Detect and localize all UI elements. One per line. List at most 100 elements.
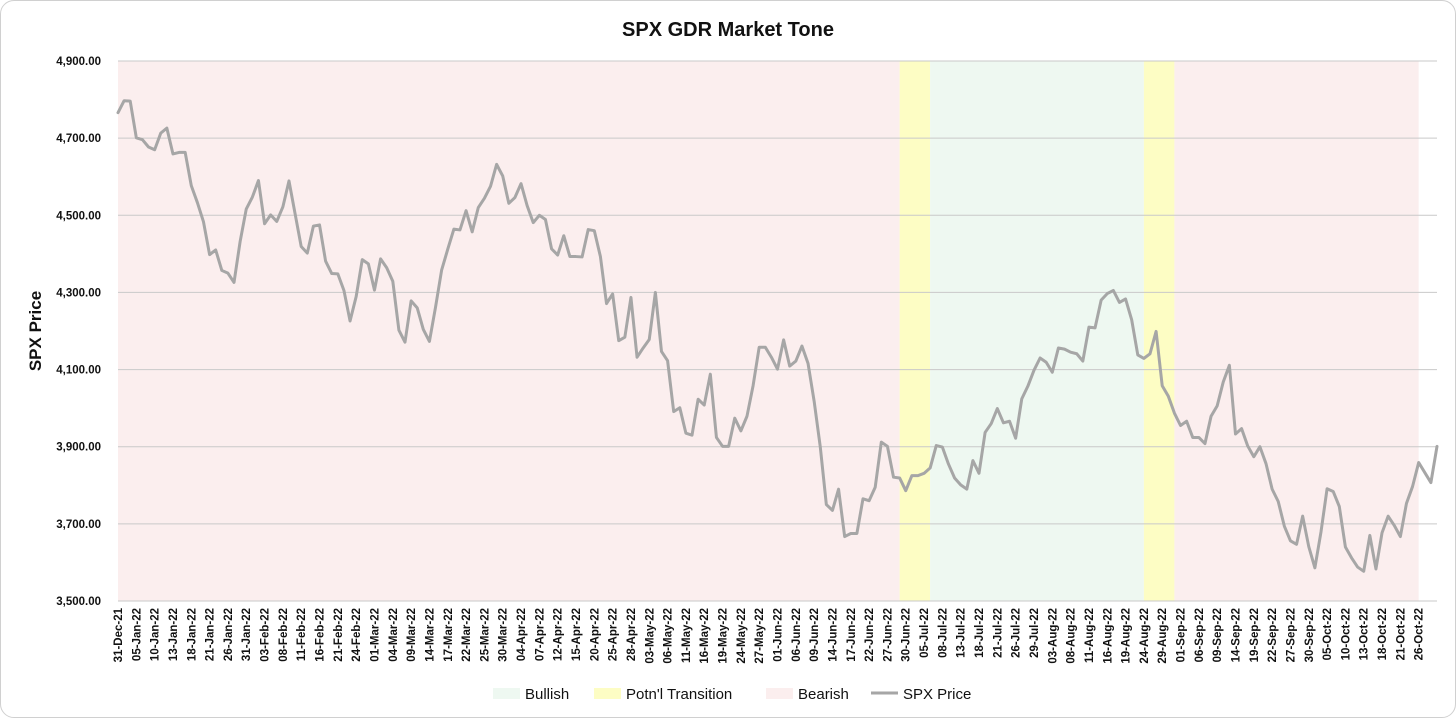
x-tick-label: 26-Jul-22 [1011,608,1023,658]
x-tick-label: 28-Apr-22 [626,608,638,661]
regime-band-4 [1174,61,1419,601]
regime-bands [118,61,1419,601]
y-tick-label: 4,700.00 [56,133,101,145]
x-tick-label: 27-Jun-22 [882,608,894,662]
x-tick-label: 24-Feb-22 [351,608,363,662]
x-tick-label: 06-Sep-22 [1194,608,1206,662]
legend-swatch [594,688,621,699]
x-tick-label: 30-Sep-22 [1304,608,1316,662]
x-tick-label: 14-Mar-22 [424,608,436,662]
x-tick-label: 08-Aug-22 [1066,608,1078,664]
x-tick-label: 16-May-22 [699,608,711,664]
y-tick-label: 3,900.00 [56,442,101,454]
x-tick-label: 03-Aug-22 [1047,608,1059,664]
x-tick-label: 25-Mar-22 [479,608,491,662]
x-tick-label: 24-May-22 [736,608,748,664]
x-tick-label: 30-Mar-22 [498,608,510,662]
x-tick-label: 19-Sep-22 [1249,608,1261,662]
x-tick-label: 20-Apr-22 [589,608,601,661]
x-tick-label: 22-Mar-22 [461,608,473,662]
regime-band-0 [118,61,900,601]
x-tick-label: 09-Mar-22 [406,608,418,662]
x-tick-label: 29-Jul-22 [1029,608,1041,658]
x-tick-label: 19-May-22 [718,608,730,664]
x-tick-label: 17-Mar-22 [443,608,455,662]
x-tick-label: 06-Jun-22 [791,608,803,662]
legend-item: Bullish [493,686,569,703]
x-tick-label: 15-Apr-22 [571,608,583,661]
y-tick-label: 3,700.00 [56,519,101,531]
x-tick-label: 01-Jun-22 [773,608,785,662]
x-tick-label: 18-Oct-22 [1377,608,1389,660]
legend-item: SPX Price [871,686,971,703]
legend-label: Potn'l Transition [626,686,732,703]
x-tick-label: 31-Jan-22 [241,608,253,661]
x-tick-label: 16-Aug-22 [1102,608,1114,664]
x-tick-label: 24-Aug-22 [1139,608,1151,664]
legend-label: Bullish [525,686,569,703]
x-tick-label: 22-Sep-22 [1267,608,1279,662]
x-tick-label: 13-Jul-22 [956,608,968,658]
x-axis-ticks: 31-Dec-21 05-Jan-22 10-Jan-22 13-Jan-22 18-J… [113,607,1426,663]
x-tick-label: 09-Sep-22 [1212,608,1224,662]
x-tick-label: 03-Feb-22 [260,608,272,662]
x-tick-label: 13-Oct-22 [1359,608,1371,660]
x-tick-label: 18-Jan-22 [186,608,198,661]
x-tick-label: 26-Oct-22 [1414,608,1426,660]
legend-label: SPX Price [903,686,971,703]
x-tick-label: 05-Jul-22 [919,608,931,658]
spx-price-line [116,99,1439,573]
y-tick-label: 4,300.00 [56,287,101,299]
regime-band-1 [899,61,931,601]
series-layer [116,99,1439,573]
x-tick-label: 08-Feb-22 [278,608,290,662]
x-tick-label: 18-Jul-22 [974,608,986,658]
legend: Bullish Potn'l Transition Bearish SPX Price [493,686,971,703]
y-axis-label: SPX Price [26,291,45,371]
chart-title: SPX GDR Market Tone [622,19,834,41]
x-tick-label: 21-Jan-22 [205,608,217,661]
legend-label: Bearish [798,686,849,703]
x-tick-label: 22-Jun-22 [864,608,876,662]
x-tick-label: 21-Oct-22 [1395,608,1407,660]
x-tick-label: 11-May-22 [681,608,693,663]
x-tick-label: 21-Jul-22 [992,608,1004,658]
regime-band-3 [1143,61,1175,601]
x-tick-label: 31-Dec-21 [113,607,125,662]
x-tick-label: 09-Jun-22 [809,608,821,662]
x-tick-label: 06-May-22 [663,608,675,664]
x-tick-label: 03-May-22 [644,608,656,664]
y-tick-label: 4,500.00 [56,210,101,222]
x-tick-label: 14-Sep-22 [1231,608,1243,662]
x-tick-label: 04-Apr-22 [516,608,528,661]
x-tick-label: 10-Jan-22 [150,608,162,661]
x-tick-label: 01-Sep-22 [1176,608,1188,662]
x-tick-label: 29-Aug-22 [1157,608,1169,664]
x-tick-label: 30-Jun-22 [901,608,913,662]
y-tick-label: 4,100.00 [56,365,101,377]
y-axis-ticks: 3,500.00 3,700.00 3,900.00 4,100.00 4,300.00… [56,56,101,608]
legend-item: Potn'l Transition [594,686,732,703]
legend-swatch [766,688,793,699]
x-tick-label: 14-Jun-22 [828,608,840,662]
x-tick-label: 27-May-22 [754,608,766,664]
x-tick-label: 26-Jan-22 [223,608,235,661]
legend-swatch [493,688,520,699]
gridlines [118,60,1437,602]
x-tick-label: 17-Jun-22 [846,608,858,662]
x-tick-label: 05-Oct-22 [1322,608,1334,660]
x-tick-label: 07-Apr-22 [534,608,546,661]
x-tick-label: 11-Feb-22 [296,608,308,661]
y-tick-label: 4,900.00 [56,56,101,68]
x-tick-label: 13-Jan-22 [168,608,180,661]
x-tick-label: 04-Mar-22 [388,608,400,662]
x-tick-label: 25-Apr-22 [608,608,620,661]
legend-item: Bearish [766,686,849,703]
x-tick-label: 12-Apr-22 [553,608,565,661]
x-tick-label: 21-Feb-22 [333,608,345,662]
x-tick-label: 05-Jan-22 [131,608,143,661]
x-tick-label: 01-Mar-22 [370,608,382,662]
x-tick-label: 11-Aug-22 [1084,608,1096,663]
